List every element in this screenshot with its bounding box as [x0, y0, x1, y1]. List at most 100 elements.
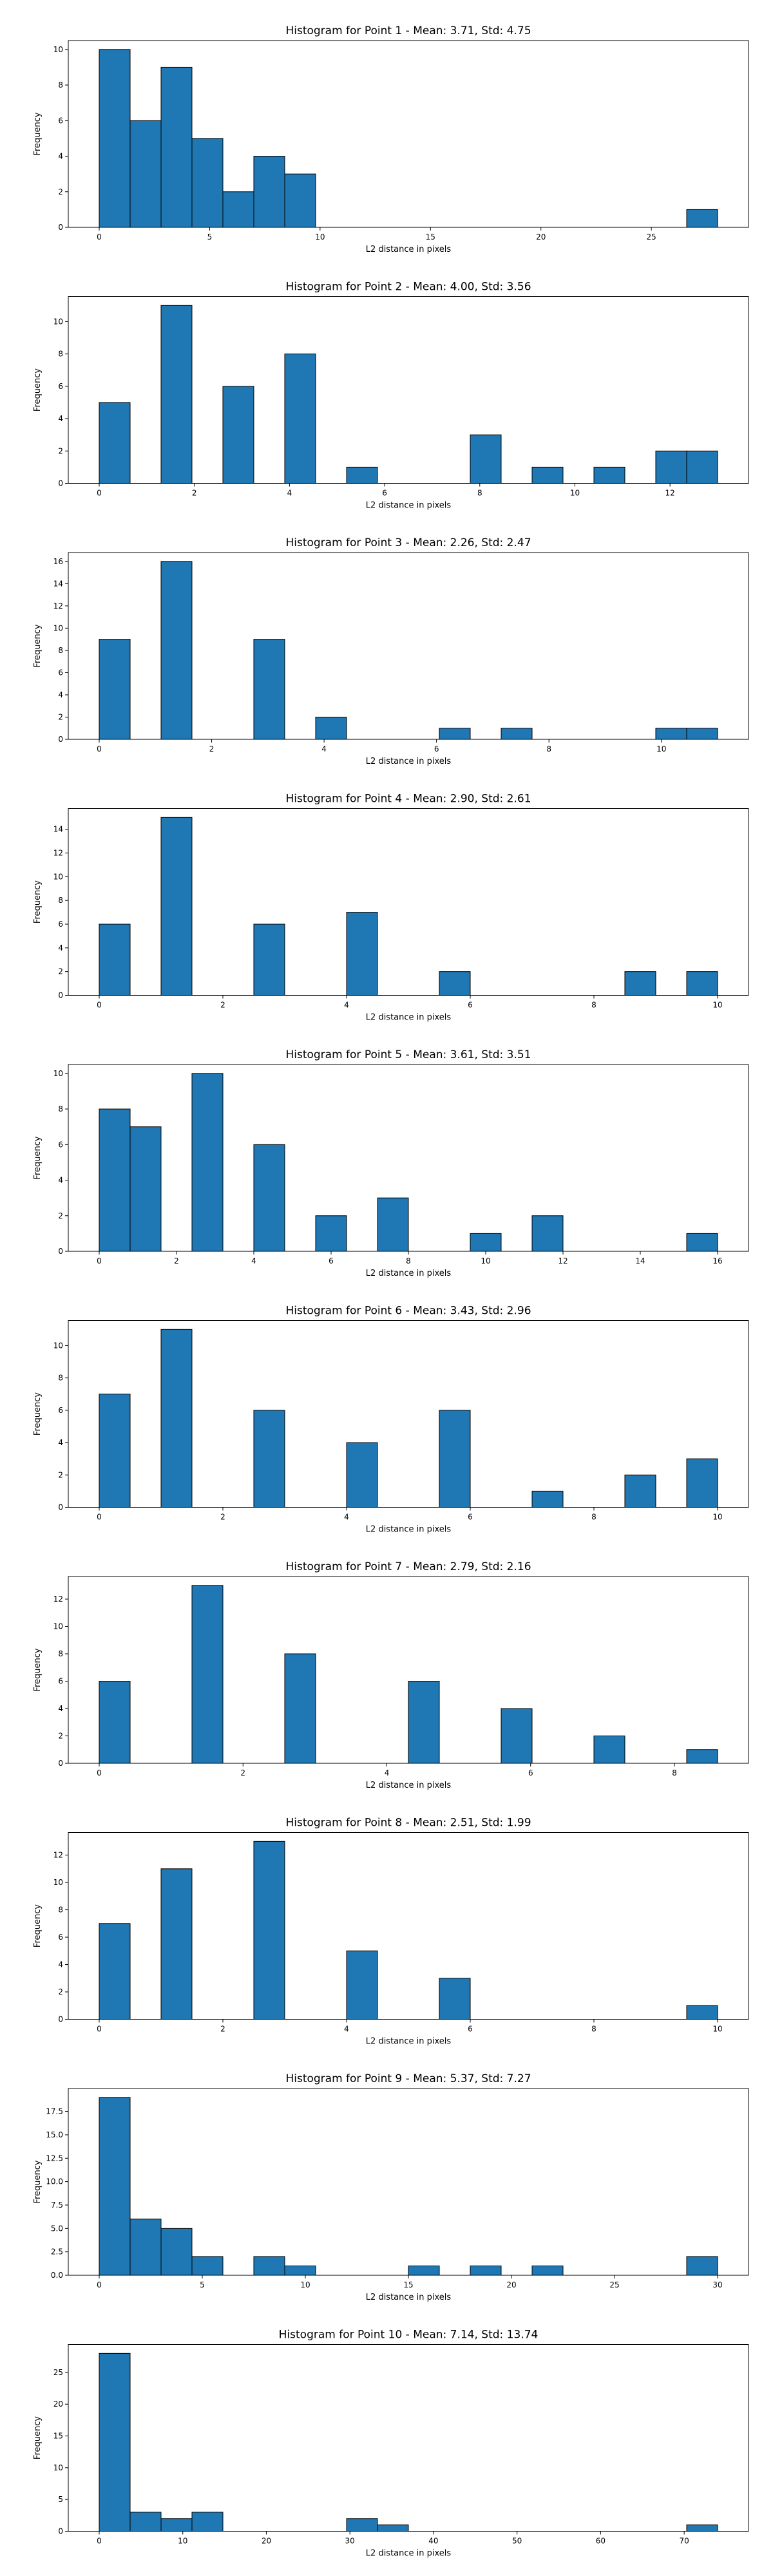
y-tick-label: 10 [53, 1622, 63, 1631]
y-tick-label: 10 [53, 1878, 63, 1887]
x-tick-label: 0 [97, 1256, 102, 1265]
y-tick-label: 0 [58, 991, 63, 1000]
y-tick-label: 0 [58, 1247, 63, 1256]
x-tick-label: 30 [712, 2280, 722, 2289]
y-tick-label: 10 [53, 872, 63, 881]
histogram-bar [99, 402, 131, 484]
histogram-bar [439, 971, 471, 996]
y-tick-label: 20 [53, 2400, 63, 2409]
y-tick-label: 6 [58, 1406, 63, 1415]
x-tick-label: 8 [591, 1001, 596, 1010]
y-tick-label: 4 [58, 414, 63, 423]
chart-panel-7: Histogram for Point 7 - Mean: 2.79, Std:… [33, 1560, 749, 1790]
x-tick-label: 2 [240, 1768, 245, 1777]
x-tick-label: 0 [97, 1513, 102, 1522]
histogram-bar [99, 2097, 131, 2276]
chart-title: Histogram for Point 2 - Mean: 4.00, Std:… [285, 281, 531, 294]
x-tick-label: 0 [97, 489, 102, 498]
y-tick-label: 0 [58, 1759, 63, 1768]
x-tick-label: 4 [321, 744, 327, 753]
histogram-bar [284, 1653, 316, 1764]
y-axis-label: Frequency [33, 1904, 43, 1947]
y-tick-label: 4 [58, 1438, 63, 1447]
histogram-bar [593, 1736, 625, 1764]
y-tick-label: 4 [58, 152, 63, 161]
y-tick-label: 17.5 [46, 2107, 63, 2116]
histogram-bar [377, 1197, 409, 1252]
histogram-bar [439, 1978, 471, 2020]
y-tick-label: 14 [53, 825, 63, 834]
histogram-bar [655, 450, 687, 484]
x-tick-label: 4 [344, 2025, 349, 2034]
chart-panel-10: Histogram for Point 10 - Mean: 7.14, Std… [33, 2329, 749, 2559]
x-axis-label: L2 distance in pixels [366, 1781, 452, 1790]
y-tick-label: 10 [53, 317, 63, 326]
histogram-bar [253, 1144, 285, 1252]
y-tick-label: 0 [58, 223, 63, 232]
y-tick-label: 2 [58, 446, 63, 455]
x-tick-label: 10 [315, 232, 325, 242]
x-tick-label: 70 [679, 2537, 689, 2546]
y-tick-label: 2 [58, 1732, 63, 1741]
histogram-bar [531, 466, 564, 484]
x-tick-label: 2 [220, 1001, 225, 1010]
y-tick-label: 0 [58, 2527, 63, 2536]
histogram-bar [315, 1215, 347, 1252]
x-tick-label: 5 [207, 232, 213, 242]
histogram-bar [160, 1329, 193, 1508]
y-tick-label: 6 [58, 1677, 63, 1686]
y-tick-label: 8 [58, 896, 63, 905]
y-axis-label: Frequency [33, 368, 43, 412]
y-tick-label: 0 [58, 2015, 63, 2024]
y-tick-label: 8 [58, 646, 63, 655]
histogram-bar [191, 1585, 224, 1764]
y-axis-label: Frequency [33, 2416, 43, 2459]
chart-panel-4: Histogram for Point 4 - Mean: 2.90, Std:… [33, 793, 749, 1023]
y-tick-label: 6 [58, 1140, 63, 1149]
histogram-bar [284, 173, 316, 228]
histogram-bar [160, 1868, 193, 2020]
histogram-bar [593, 466, 625, 484]
histogram-bar [99, 1108, 131, 1252]
y-tick-label: 4 [58, 943, 63, 952]
x-tick-label: 10 [570, 489, 580, 498]
y-tick-label: 4 [58, 690, 63, 699]
histogram-bar [501, 1708, 533, 1764]
y-tick-label: 5 [58, 2495, 63, 2504]
axes-frame [68, 808, 749, 996]
y-axis-label: Frequency [33, 1136, 43, 1179]
y-tick-label: 15.0 [46, 2130, 63, 2139]
x-tick-label: 16 [712, 1256, 722, 1265]
histogram-bar [624, 971, 656, 996]
histogram-bar [129, 120, 162, 228]
histogram-bar [346, 1442, 378, 1508]
x-tick-label: 10 [481, 1256, 490, 1265]
x-tick-label: 2 [220, 1513, 225, 1522]
y-tick-label: 6 [58, 116, 63, 125]
x-axis-label: L2 distance in pixels [366, 2549, 452, 2559]
x-tick-label: 10 [712, 2025, 722, 2034]
x-tick-label: 6 [329, 1256, 334, 1265]
y-axis-label: Frequency [33, 1392, 43, 1435]
histogram-bar [346, 1950, 378, 2020]
histogram-bar [160, 2228, 193, 2276]
histogram-bar [346, 2518, 378, 2532]
x-tick-label: 20 [262, 2537, 271, 2546]
chart-panel-5: Histogram for Point 5 - Mean: 3.61, Std:… [33, 1048, 749, 1278]
histogram-bar [191, 1073, 224, 1252]
x-tick-label: 20 [506, 2280, 516, 2289]
y-tick-label: 25 [53, 2368, 63, 2377]
y-tick-label: 12.5 [46, 2154, 63, 2163]
y-tick-label: 10 [53, 623, 63, 632]
x-tick-label: 6 [468, 2025, 473, 2034]
y-tick-label: 8 [58, 1374, 63, 1383]
y-axis-label: Frequency [33, 880, 43, 923]
x-tick-label: 25 [609, 2280, 619, 2289]
y-tick-label: 6 [58, 920, 63, 929]
chart-title: Histogram for Point 9 - Mean: 5.37, Std:… [285, 2072, 531, 2085]
x-tick-label: 10 [300, 2280, 310, 2289]
axes-frame [68, 552, 749, 740]
y-tick-label: 4 [58, 1176, 63, 1185]
y-tick-label: 2 [58, 712, 63, 721]
